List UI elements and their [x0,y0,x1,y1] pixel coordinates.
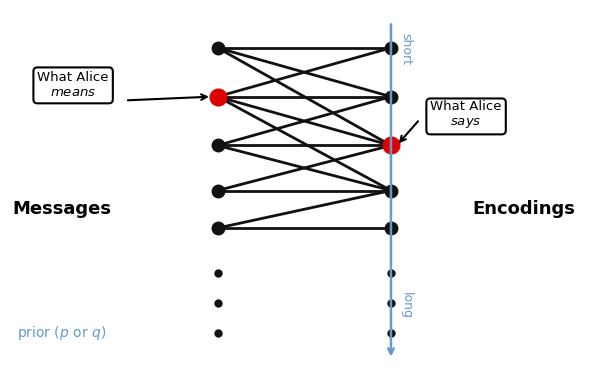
Text: Messages: Messages [12,200,111,218]
Text: short: short [400,33,412,65]
Text: prior ($p$ or $q$): prior ($p$ or $q$) [17,324,106,342]
Text: long: long [400,292,412,319]
Text: What Alice
$says$: What Alice $says$ [430,101,502,130]
Text: What Alice
$means$: What Alice $means$ [38,71,109,99]
Text: Encodings: Encodings [473,200,575,218]
